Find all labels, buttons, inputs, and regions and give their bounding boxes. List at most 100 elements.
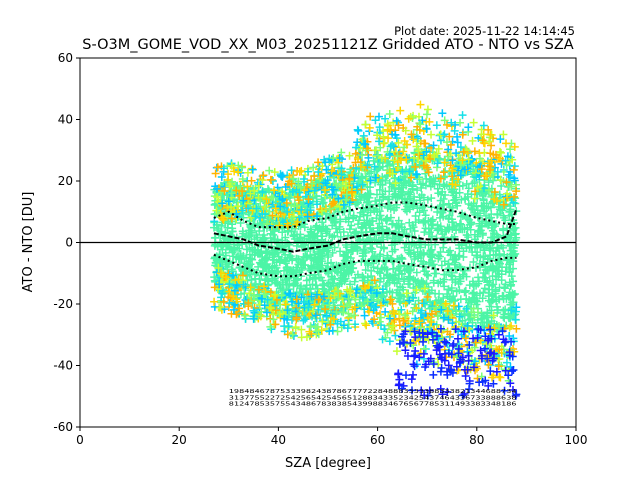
- data-point: [439, 313, 448, 322]
- data-point: [374, 295, 383, 304]
- data-point: [498, 327, 507, 336]
- data-point: [509, 165, 518, 174]
- scatter-points: [80, 100, 576, 400]
- data-point: [225, 287, 234, 296]
- data-point: [380, 263, 389, 272]
- data-point: [269, 230, 278, 239]
- data-point: [475, 209, 484, 218]
- data-point: [386, 142, 395, 151]
- data-point: [411, 351, 420, 360]
- data-point: [466, 314, 475, 323]
- data-point: [460, 266, 469, 275]
- data-point: [245, 232, 254, 241]
- data-point: [348, 264, 357, 273]
- y-tick-label: 0: [65, 236, 73, 250]
- data-point: [381, 114, 390, 123]
- data-point: [345, 225, 354, 234]
- data-point: [375, 277, 384, 286]
- data-point: [439, 277, 448, 286]
- data-point: [311, 311, 320, 320]
- x-axis-label: SZA [degree]: [285, 456, 371, 471]
- data-point: [392, 347, 401, 356]
- data-point: [401, 197, 410, 206]
- data-point: [499, 292, 508, 301]
- data-point: [215, 280, 224, 289]
- data-point: [417, 183, 426, 192]
- data-point: [258, 188, 267, 197]
- data-point: [406, 339, 415, 348]
- data-point: [440, 182, 449, 191]
- data-point: [440, 282, 449, 291]
- data-point: [442, 138, 451, 147]
- data-point: [306, 206, 315, 215]
- data-point: [385, 337, 394, 346]
- data-point: [409, 370, 418, 379]
- data-point: [427, 130, 436, 139]
- data-point: [418, 203, 427, 212]
- data-point: [275, 310, 284, 319]
- data-point: [436, 247, 445, 256]
- data-point: [491, 220, 500, 229]
- data-point: [444, 214, 453, 223]
- data-point: [395, 290, 404, 299]
- data-point: [347, 260, 356, 269]
- data-point: [293, 192, 302, 201]
- data-point: [270, 301, 279, 310]
- data-point: [357, 287, 366, 296]
- data-point: [439, 168, 448, 177]
- data-point: [307, 176, 316, 185]
- data-point: [335, 225, 344, 234]
- data-point: [222, 273, 231, 282]
- data-point: [210, 241, 219, 250]
- data-point: [456, 274, 465, 283]
- data-point: [475, 378, 484, 387]
- data-point: [293, 218, 302, 227]
- data-point: [339, 259, 348, 268]
- data-point: [447, 215, 456, 224]
- data-point: [481, 252, 490, 261]
- data-point: [219, 297, 228, 306]
- data-point: [269, 315, 278, 324]
- data-point: [473, 297, 482, 306]
- data-point: [507, 182, 516, 191]
- data-point: [477, 351, 486, 360]
- data-point: [321, 305, 330, 314]
- data-point: [458, 111, 467, 120]
- data-point: [440, 200, 449, 209]
- data-point: [490, 195, 499, 204]
- data-point: [224, 197, 233, 206]
- data-point: [424, 168, 433, 177]
- data-point: [385, 151, 394, 160]
- data-point: [269, 292, 278, 301]
- data-point: [373, 190, 381, 199]
- data-point: [346, 288, 355, 297]
- chart-title: S-O3M_GOME_VOD_XX_M03_20251121Z Gridded …: [82, 37, 573, 53]
- data-point: [440, 158, 449, 167]
- data-point: [489, 311, 498, 320]
- data-point: [416, 100, 425, 109]
- data-point: [218, 199, 227, 208]
- data-point: [306, 322, 315, 331]
- data-point: [241, 311, 250, 320]
- data-point: [314, 158, 323, 167]
- data-point: [505, 332, 514, 341]
- data-point: [266, 322, 275, 331]
- data-point: [336, 217, 345, 226]
- data-point: [361, 319, 370, 328]
- data-point: [486, 244, 495, 253]
- data-point: [324, 251, 333, 260]
- data-point: [363, 161, 372, 170]
- data-point: [352, 304, 361, 313]
- data-point: [359, 131, 368, 140]
- data-point: [451, 325, 460, 334]
- data-point: [370, 303, 379, 312]
- data-point: [466, 218, 475, 227]
- data-point: [337, 279, 346, 288]
- data-point: [327, 155, 336, 164]
- data-point: [248, 165, 257, 174]
- data-point: [452, 198, 461, 207]
- data-point: [263, 295, 272, 304]
- data-point: [363, 198, 372, 207]
- data-point: [355, 236, 364, 245]
- data-point: [475, 221, 484, 230]
